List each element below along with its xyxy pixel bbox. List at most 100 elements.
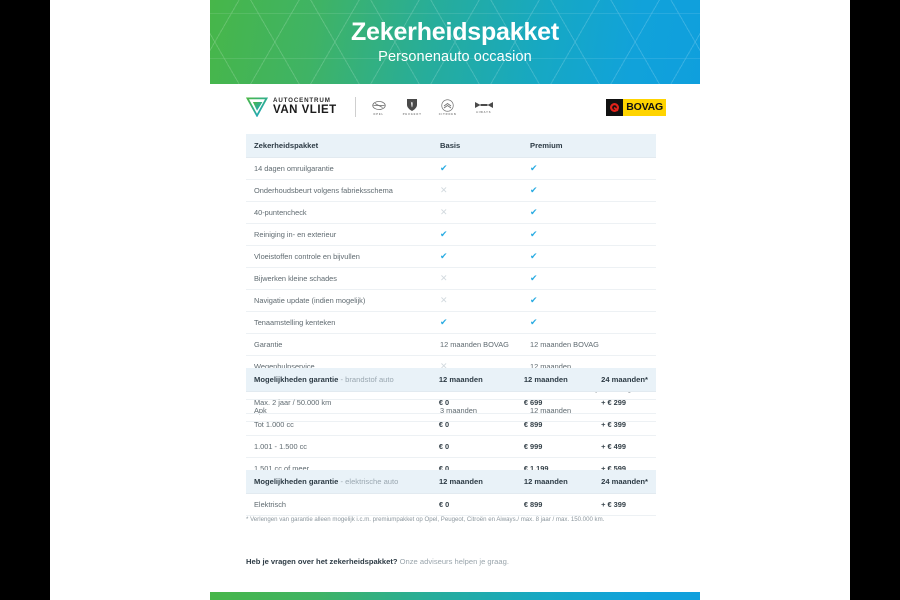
table-row: 40-puntencheck ✕ ✔ bbox=[246, 201, 656, 224]
table-row: Reiniging in- en exterieur ✔ ✔ bbox=[246, 223, 656, 246]
cross-icon: ✕ bbox=[440, 361, 448, 371]
contact-cta: Heb je vragen over het zekerheidspakket?… bbox=[246, 557, 650, 566]
bovag-circle-icon bbox=[610, 102, 620, 112]
aiways-icon bbox=[474, 102, 493, 108]
price-col-3: + € 299 bbox=[593, 391, 656, 414]
triangle-pattern-overlay bbox=[210, 0, 700, 84]
warranty-footnote: * Verlengen van garantie alleen mogelijk… bbox=[246, 516, 605, 523]
electric-warranty-table: Mogelijkheden garantie - elektrische aut… bbox=[246, 470, 656, 516]
table-header-row: Zekerheidspakket Basis Premium bbox=[246, 134, 656, 158]
check-icon: ✔ bbox=[530, 273, 538, 283]
table-row: Tot 1.000 cc € 0 € 899 + € 399 bbox=[246, 413, 656, 436]
col-header-fuel-3: 24 maanden* bbox=[593, 368, 656, 392]
price-col-2: € 999 bbox=[515, 435, 594, 458]
bovag-mark-icon bbox=[606, 98, 624, 116]
check-icon: ✔ bbox=[530, 163, 538, 173]
cta-question: Heb je vragen over het zekerheidspakket? bbox=[246, 557, 398, 566]
table-head: Mogelijkheden garantie - elektrische aut… bbox=[246, 470, 656, 494]
price-col-2: € 899 bbox=[515, 493, 594, 516]
price-col-3: + € 399 bbox=[593, 413, 656, 436]
fuel-header-sub: - brandstof auto bbox=[340, 375, 394, 384]
document-page: Zekerheidspakket Personenauto occasion bbox=[50, 0, 850, 600]
check-icon: ✔ bbox=[530, 251, 538, 261]
category-label: Max. 2 jaar / 50.000 km bbox=[246, 391, 431, 414]
citroen-label: CITROEN bbox=[438, 112, 457, 116]
table-row: Elektrisch € 0 € 899 + € 399 bbox=[246, 493, 656, 516]
table-head: Zekerheidspakket Basis Premium bbox=[246, 134, 656, 158]
table-row: Navigatie update (indien mogelijk) ✕ ✔ bbox=[246, 289, 656, 312]
cta-answer: Onze adviseurs helpen je graag. bbox=[397, 557, 509, 566]
check-icon: ✔ bbox=[530, 229, 538, 239]
premium-value: ✔ bbox=[522, 311, 656, 334]
col-header-fuel-2: 12 maanden bbox=[515, 368, 594, 392]
feature-label: Navigatie update (indien mogelijk) bbox=[246, 289, 432, 312]
van-vliet-v-icon bbox=[246, 97, 268, 117]
bovag-badge: BOVAG bbox=[606, 98, 666, 116]
feature-label: Bijwerken kleine schades bbox=[246, 267, 432, 290]
table-row: Onderhoudsbeurt volgens fabrieksschema ✕ ✔ bbox=[246, 179, 656, 202]
table-body: Elektrisch € 0 € 899 + € 399 bbox=[246, 493, 656, 516]
feature-label: Reiniging in- en exterieur bbox=[246, 223, 432, 246]
price-col-2: € 699 bbox=[515, 391, 594, 414]
col-header-premium: Premium bbox=[522, 134, 656, 158]
table-header-row: Mogelijkheden garantie - brandstof auto … bbox=[246, 368, 656, 392]
page-title: Zekerheidspakket bbox=[350, 18, 560, 47]
dealer-logo: AUTOCENTRUM VAN VLIET bbox=[246, 97, 337, 117]
feature-label: Onderhoudsbeurt volgens fabrieksschema bbox=[246, 179, 432, 202]
table-row: 14 dagen omruilgarantie ✔ ✔ bbox=[246, 157, 656, 180]
citroen-icon bbox=[441, 98, 454, 112]
feature-label: Tenaamstelling kenteken bbox=[246, 311, 432, 334]
basis-value: ✔ bbox=[432, 311, 522, 334]
table-row: 1.001 - 1.500 cc € 0 € 999 + € 499 bbox=[246, 435, 656, 458]
col-header-feature: Zekerheidspakket bbox=[246, 134, 432, 158]
price-col-3: + € 499 bbox=[593, 435, 656, 458]
premium-value: ✔ bbox=[522, 223, 656, 246]
col-header-fuel-1: 12 maanden bbox=[430, 368, 516, 392]
premium-value: ✔ bbox=[522, 179, 656, 202]
peugeot-icon bbox=[407, 99, 418, 111]
page-subtitle: Personenauto occasion bbox=[378, 48, 532, 65]
table-row: Garantie 12 maanden BOVAG 12 maanden BOVAG bbox=[246, 333, 656, 356]
feature-label: 14 dagen omruilgarantie bbox=[246, 157, 432, 180]
table-row: Max. 2 jaar / 50.000 km € 0 € 699 + € 299 bbox=[246, 391, 656, 414]
basis-value: ✕ bbox=[432, 267, 522, 290]
basis-value: ✕ bbox=[432, 289, 522, 312]
opel-icon bbox=[372, 100, 386, 110]
fuel-header-main: Mogelijkheden garantie bbox=[254, 375, 339, 384]
feature-label: Garantie bbox=[246, 333, 432, 356]
cross-icon: ✕ bbox=[440, 295, 448, 305]
category-label: 1.001 - 1.500 cc bbox=[246, 435, 431, 458]
category-label: Tot 1.000 cc bbox=[246, 413, 431, 436]
premium-value: 12 maanden BOVAG bbox=[522, 333, 656, 356]
header-banner: Zekerheidspakket Personenauto occasion bbox=[210, 0, 700, 84]
bovag-label: BOVAG bbox=[623, 98, 666, 116]
basis-value: ✔ bbox=[432, 223, 522, 246]
citroen-logo: CITROEN bbox=[438, 98, 457, 116]
basis-value: ✔ bbox=[432, 245, 522, 268]
footer-gradient-bar bbox=[210, 592, 700, 600]
dealer-name-line1: AUTOCENTRUM bbox=[273, 96, 331, 104]
price-col-1: € 0 bbox=[430, 493, 516, 516]
price-col-1: € 0 bbox=[430, 435, 516, 458]
check-icon: ✔ bbox=[440, 229, 448, 239]
peugeot-label: PEUGEOT bbox=[402, 113, 422, 116]
table-row: Vloeistoffen controle en bijvullen ✔ ✔ bbox=[246, 245, 656, 268]
category-label: Elektrisch bbox=[246, 493, 431, 516]
premium-value: ✔ bbox=[522, 245, 656, 268]
col-header-fuel-category: Mogelijkheden garantie - brandstof auto bbox=[246, 368, 431, 392]
cross-icon: ✕ bbox=[440, 185, 448, 195]
basis-value: ✕ bbox=[432, 201, 522, 224]
logo-divider bbox=[354, 97, 356, 117]
table-body: Max. 2 jaar / 50.000 km € 0 € 699 + € 299 To… bbox=[246, 391, 656, 480]
opel-logo: OPEL bbox=[372, 99, 386, 116]
premium-value: ✔ bbox=[522, 157, 656, 180]
electric-header-main: Mogelijkheden garantie bbox=[254, 477, 339, 486]
check-icon: ✔ bbox=[440, 163, 448, 173]
table-head: Mogelijkheden garantie - brandstof auto … bbox=[246, 368, 656, 392]
check-icon: ✔ bbox=[440, 317, 448, 327]
aiways-label: AIWAYS bbox=[475, 111, 492, 114]
opel-label: OPEL bbox=[373, 112, 385, 116]
col-header-electric-1: 12 maanden bbox=[430, 470, 516, 494]
check-icon: ✔ bbox=[530, 295, 538, 305]
feature-label: Vloeistoffen controle en bijvullen bbox=[246, 245, 432, 268]
